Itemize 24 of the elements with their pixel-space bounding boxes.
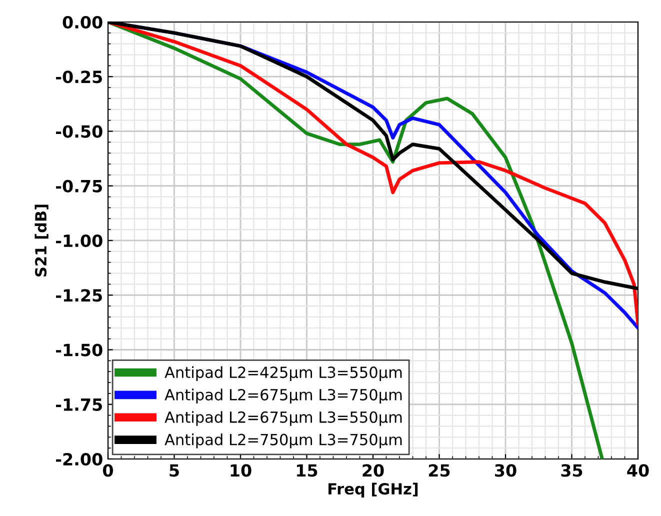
y-tick-label: -1.25 [56, 289, 102, 302]
x-axis-title: Freq [GHz] [328, 482, 418, 498]
y-tick-label: 0.00 [62, 16, 102, 29]
x-tick-label: 15 [297, 464, 318, 477]
x-tick-label: 10 [230, 464, 252, 477]
x-tick-label: 35 [561, 464, 582, 477]
y-tick-label: -1.75 [56, 398, 102, 411]
legend-label: Antipad L2=425μm L3=550μm [164, 366, 402, 382]
legend-label: Antipad L2=675μm L3=550μm [164, 411, 402, 426]
x-tick-label: 5 [170, 464, 179, 477]
x-tick-label: 40 [627, 464, 649, 477]
y-tick-label: -0.50 [56, 125, 102, 138]
x-tick-label: 30 [495, 464, 516, 477]
x-tick-label: 20 [362, 464, 384, 477]
y-tick-label: -0.25 [56, 70, 102, 84]
y-tick-label: -2.00 [56, 452, 102, 466]
y-tick-label: -1.50 [56, 344, 102, 356]
y-axis-title: S21 [dB] [34, 204, 48, 276]
x-tick-label: 0 [103, 464, 113, 477]
x-tick-label: 25 [428, 464, 450, 477]
legend-label: Antipad L2=675μm L3=750μm [164, 388, 402, 404]
y-tick-label: -0.75 [56, 180, 102, 192]
y-tick-label: -1.00 [56, 234, 102, 248]
legend-label: Antipad L2=750μm L3=750μm [164, 434, 402, 448]
